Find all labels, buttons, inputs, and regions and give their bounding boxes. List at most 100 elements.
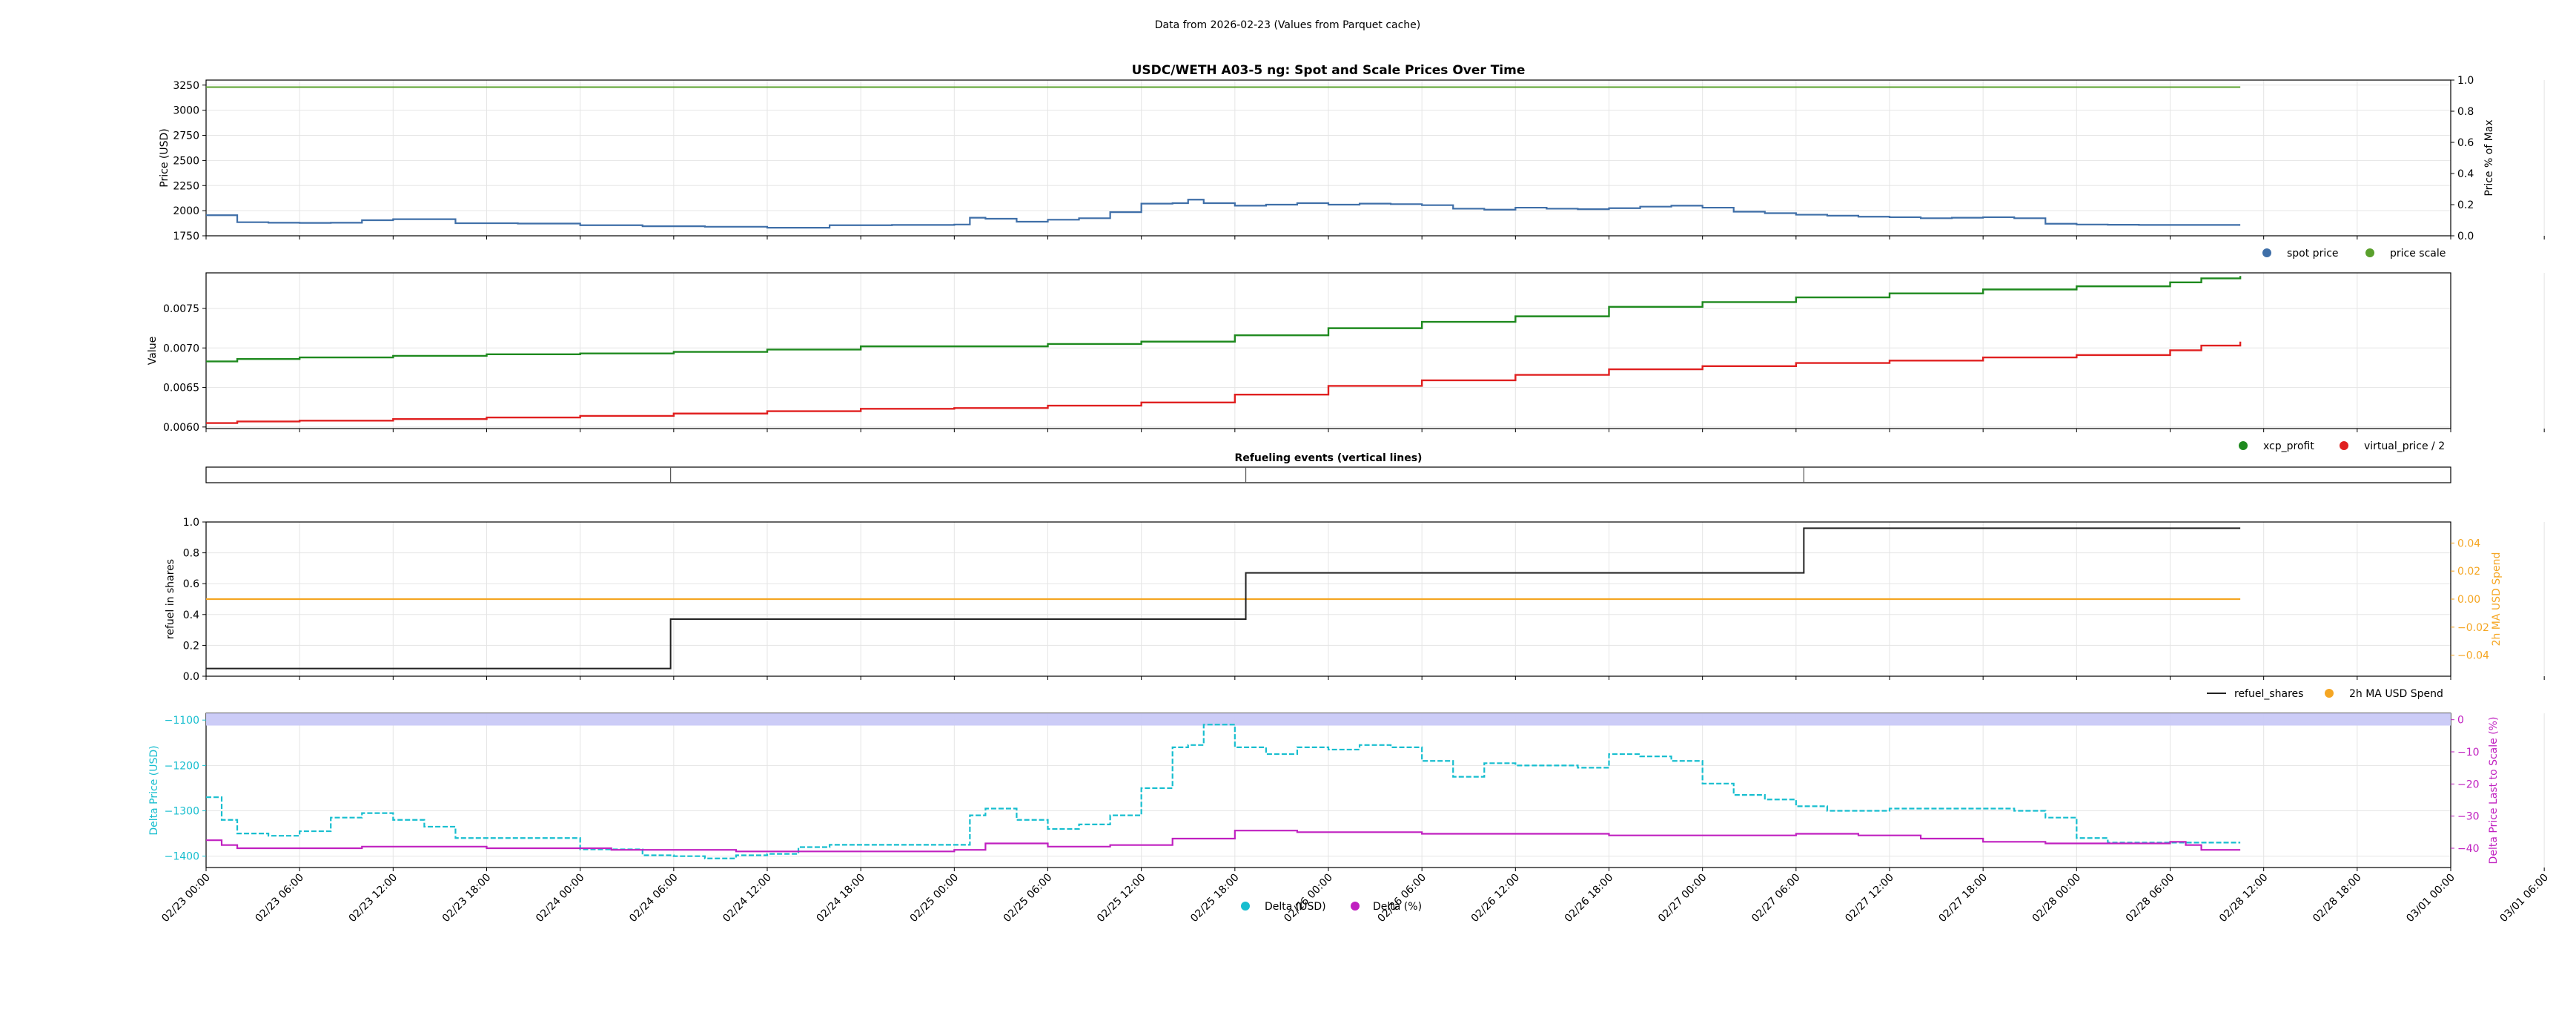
- y-tick-label: 0.0065: [163, 383, 199, 394]
- x-tick-label: 02/24 00:00: [534, 872, 587, 925]
- figure-subtitle: Data from 2026-02-23 (Values from Parque…: [1155, 19, 1421, 31]
- y2-tick-label: 0.2: [2457, 199, 2474, 211]
- refuel-shares-panel: 0.0 0.2 0.4 0.6 0.8 1.0 −0.04 −0.02 0.00 0.02 0.04…: [165, 517, 2545, 683]
- legend-label: 2h MA USD Spend: [2349, 688, 2443, 700]
- y2-tick-label: 0.00: [2457, 594, 2480, 606]
- y2-tick-label: 0.02: [2457, 566, 2480, 578]
- x-tick-label: 02/27 06:00: [1749, 872, 1803, 925]
- spot-price-series: [206, 199, 2241, 229]
- y2-tick-label: 0.8: [2457, 106, 2474, 118]
- x-tick-label: 02/24 12:00: [721, 872, 774, 925]
- profit-virtual-price-panel: 0.0060 0.0065 0.0070 0.0075 Value: [147, 272, 2545, 434]
- virtual-price-series: [206, 341, 2242, 424]
- chart-title: Refueling events (vertical lines): [1235, 452, 1423, 464]
- refuel-shares-series: [206, 527, 2241, 670]
- chart-title: USDC/WETH A03-5 ng: Spot and Scale Price…: [1132, 63, 1526, 78]
- y2-tick-label: 0: [2457, 715, 2464, 727]
- y-tick-label: 0.0075: [163, 303, 199, 315]
- y-tick-label: 3250: [173, 80, 199, 92]
- delta-price-panel: −1100 −1200 −1300 −1400 0 −10 −20 −30 −40 Delta P…: [148, 713, 2545, 871]
- delta-usd-series: [206, 724, 2241, 859]
- y-tick-label: 0.4: [183, 609, 199, 621]
- x-tick-label: 02/27 18:00: [1936, 872, 1990, 925]
- y-tick-label: −1100: [165, 715, 199, 727]
- legends: spot price price scale xcp_profit virtual_p…: [1241, 248, 2446, 913]
- legend-label: Delta (USD): [1265, 901, 1326, 913]
- x-tick-label: 02/25 12:00: [1095, 872, 1148, 925]
- y-tick-label: 2250: [173, 180, 199, 192]
- y2-tick-label: −0.02: [2457, 622, 2489, 634]
- x-tick-label: 02/26 12:00: [1469, 872, 1523, 925]
- y-axis-label: Value: [147, 337, 159, 365]
- y-tick-label: 0.0070: [163, 343, 199, 354]
- y2-tick-label: 0.04: [2457, 538, 2480, 549]
- x-tick-label: 02/23 00:00: [159, 872, 213, 925]
- x-tick-label: 03/01 00:00: [2404, 872, 2457, 925]
- y-tick-label: 1.0: [183, 517, 199, 529]
- x-tick-label: 02/26 18:00: [1563, 872, 1616, 925]
- y-tick-label: 1750: [173, 231, 199, 242]
- y2-tick-label: 0.0: [2457, 231, 2474, 242]
- y2-axis-label: 2h MA USD Spend: [2491, 552, 2503, 647]
- x-tick-label: 02/26 00:00: [1282, 872, 1335, 925]
- y-tick-label: 0.6: [183, 578, 199, 590]
- panel-frame: [205, 79, 2451, 237]
- y2-tick-label: 0.4: [2457, 168, 2474, 180]
- y-axis-label: Price (USD): [159, 128, 170, 187]
- legend-marker: [2325, 689, 2334, 698]
- x-tick-label: 02/23 06:00: [253, 872, 306, 925]
- legend-label: spot price: [2287, 248, 2339, 260]
- shared-x-axis: 02/23 00:00 02/23 06:00 02/23 12:00 02/23 1…: [159, 872, 2551, 925]
- y-tick-label: 0.8: [183, 548, 199, 560]
- y2-tick-label: −40: [2457, 843, 2480, 855]
- x-tick-label: 02/24 06:00: [627, 872, 681, 925]
- legend-label: virtual_price / 2: [2364, 440, 2445, 452]
- y2-axis-label: Delta Price Last to Scale (%): [2488, 717, 2500, 865]
- x-tick-label: 02/24 18:00: [814, 872, 867, 925]
- legend-label: price scale: [2390, 248, 2446, 260]
- refueling-events-panel: Refueling events (vertical lines): [205, 452, 2451, 483]
- y-tick-label: 0.0060: [163, 422, 199, 434]
- y2-tick-label: −0.04: [2457, 650, 2489, 662]
- x-tick-label: 02/28 12:00: [2217, 872, 2271, 925]
- x-tick-label: 02/28 18:00: [2311, 872, 2364, 925]
- x-tick-label: 03/01 06:00: [2497, 872, 2551, 925]
- legend-marker: [2365, 248, 2374, 257]
- y2-tick-label: −20: [2457, 779, 2480, 790]
- x-tick-label: 02/25 06:00: [1001, 872, 1055, 925]
- y2-axis-label: Price % of Max: [2483, 119, 2495, 196]
- legend-marker: [1241, 902, 1250, 911]
- legend-marker: [2239, 441, 2248, 450]
- y-axis-label: refuel in shares: [165, 559, 176, 639]
- y-tick-label: −1300: [165, 806, 199, 818]
- y2-tick-label: −10: [2457, 747, 2480, 759]
- y-tick-label: 0.2: [183, 640, 199, 652]
- y-tick-label: 0.0: [183, 671, 199, 683]
- x-tick-label: 02/26 06:00: [1375, 872, 1428, 925]
- legend-marker: [1351, 902, 1360, 911]
- y-tick-label: 2500: [173, 155, 199, 167]
- x-tick-label: 02/23 12:00: [347, 872, 400, 925]
- legend-marker: [2340, 441, 2348, 450]
- y-tick-label: −1400: [165, 851, 199, 863]
- x-tick-label: 02/28 06:00: [2124, 872, 2177, 925]
- legend-label: Delta (%): [1373, 901, 1422, 913]
- x-tick-label: 02/25 00:00: [908, 872, 961, 925]
- x-tick-label: 02/28 00:00: [2030, 872, 2084, 925]
- y2-tick-label: 0.6: [2457, 137, 2474, 149]
- x-tick-label: 02/27 12:00: [1843, 872, 1896, 925]
- y-tick-label: 2750: [173, 130, 199, 142]
- y-axis-label: Delta Price (USD): [148, 745, 160, 835]
- x-tick-label: 02/25 18:00: [1188, 872, 1242, 925]
- legend-label: refuel_shares: [2234, 688, 2303, 700]
- legend-marker: [2262, 248, 2271, 257]
- y2-tick-label: −30: [2457, 811, 2480, 823]
- y2-tick-label: 1.0: [2457, 75, 2474, 87]
- legend-label: xcp_profit: [2263, 440, 2314, 452]
- panel-frame: [205, 466, 2451, 483]
- spot-scale-price-panel: USDC/WETH A03-5 ng: Spot and Scale Price…: [159, 63, 2545, 242]
- panel-frame: [205, 272, 2451, 429]
- xcp-profit-series: [206, 276, 2242, 363]
- x-tick-label: 02/27 00:00: [1656, 872, 1709, 925]
